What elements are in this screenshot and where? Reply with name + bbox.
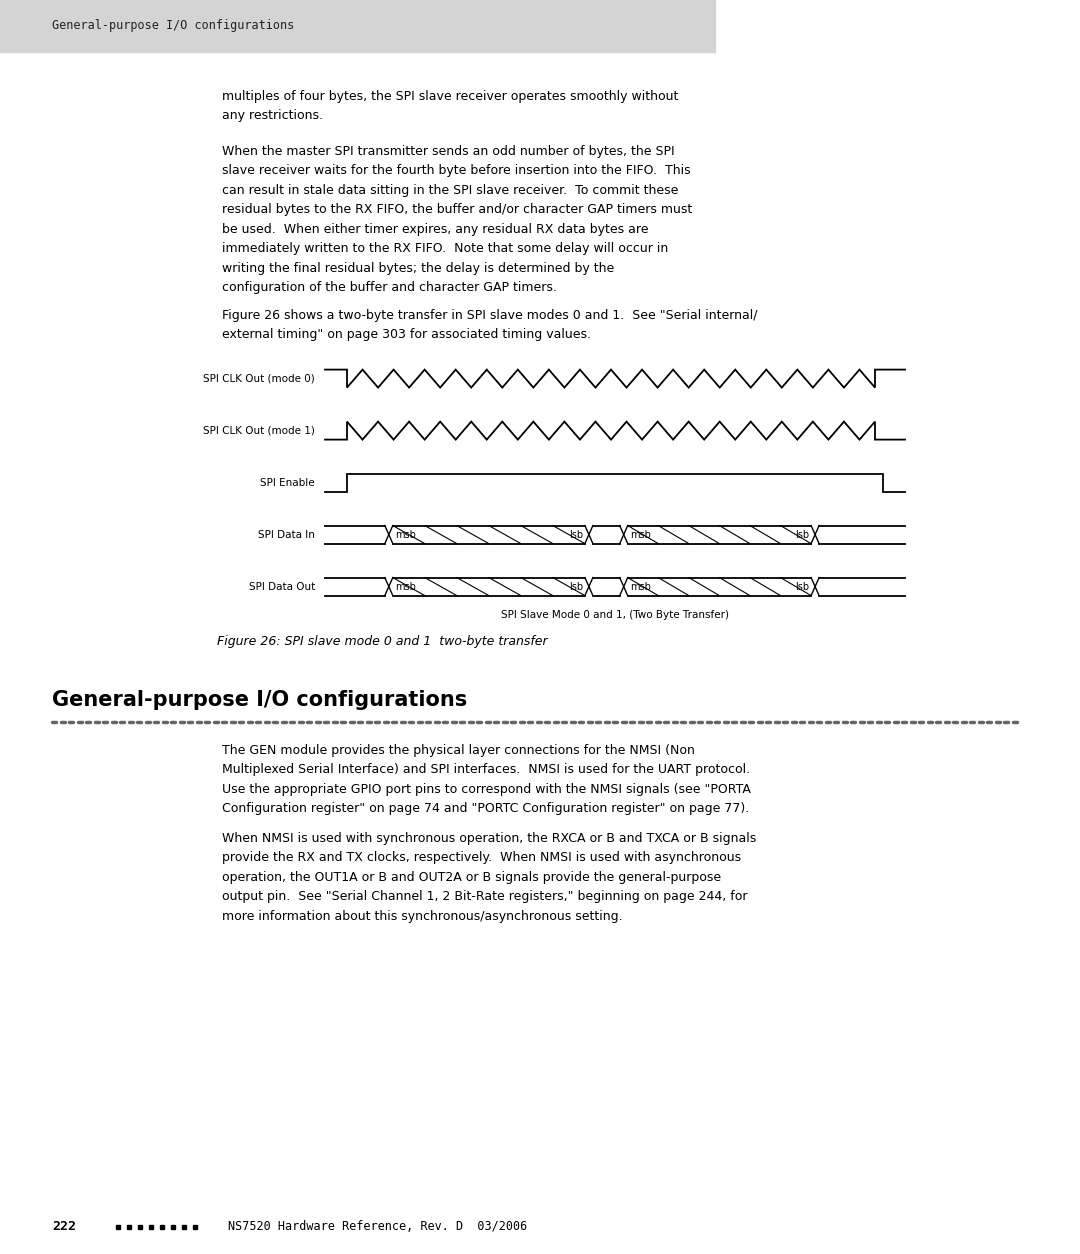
Text: provide the RX and TX clocks, respectively.  When NMSI is used with asynchronous: provide the RX and TX clocks, respective… — [222, 851, 741, 864]
Text: lsb: lsb — [795, 529, 809, 539]
Text: General-purpose I/O configurations: General-purpose I/O configurations — [52, 690, 468, 710]
Text: Use the appropriate GPIO port pins to correspond with the NMSI signals (see "POR: Use the appropriate GPIO port pins to co… — [222, 782, 751, 795]
Text: operation, the OUT1A or B and OUT2A or B signals provide the general-purpose: operation, the OUT1A or B and OUT2A or B… — [222, 870, 721, 884]
Text: SPI CLK Out (mode 0): SPI CLK Out (mode 0) — [203, 374, 315, 384]
Text: msb: msb — [395, 582, 416, 592]
Text: SPI Slave Mode 0 and 1, (Two Byte Transfer): SPI Slave Mode 0 and 1, (Two Byte Transf… — [501, 609, 729, 619]
Text: SPI Data In: SPI Data In — [258, 529, 315, 539]
Text: NS7520 Hardware Reference, Rev. D  03/2006: NS7520 Hardware Reference, Rev. D 03/200… — [228, 1220, 527, 1233]
Text: msb: msb — [630, 529, 650, 539]
Text: When the master SPI transmitter sends an odd number of bytes, the SPI: When the master SPI transmitter sends an… — [222, 144, 675, 158]
Text: output pin.  See "Serial Channel 1, 2 Bit-Rate registers," beginning on page 244: output pin. See "Serial Channel 1, 2 Bit… — [222, 890, 747, 903]
Text: SPI Data Out: SPI Data Out — [248, 582, 315, 592]
Text: any restrictions.: any restrictions. — [222, 109, 323, 123]
Text: more information about this synchronous/asynchronous setting.: more information about this synchronous/… — [222, 909, 623, 923]
Text: be used.  When either timer expires, any residual RX data bytes are: be used. When either timer expires, any … — [222, 223, 648, 236]
Text: Multiplexed Serial Interface) and SPI interfaces.  NMSI is used for the UART pro: Multiplexed Serial Interface) and SPI in… — [222, 764, 751, 776]
Text: lsb: lsb — [569, 582, 583, 592]
Text: multiples of four bytes, the SPI slave receiver operates smoothly without: multiples of four bytes, the SPI slave r… — [222, 90, 678, 103]
Text: SPI Enable: SPI Enable — [260, 478, 315, 488]
Text: Configuration register" on page 74 and "PORTC Configuration register" on page 77: Configuration register" on page 74 and "… — [222, 803, 750, 815]
Text: The GEN module provides the physical layer connections for the NMSI (Non: The GEN module provides the physical lay… — [222, 744, 694, 756]
Text: residual bytes to the RX FIFO, the buffer and/or character GAP timers must: residual bytes to the RX FIFO, the buffe… — [222, 203, 692, 216]
Text: Figure 26: SPI slave mode 0 and 1  two-byte transfer: Figure 26: SPI slave mode 0 and 1 two-by… — [217, 635, 548, 647]
Text: Figure 26 shows a two-byte transfer in SPI slave modes 0 and 1.  See "Serial int: Figure 26 shows a two-byte transfer in S… — [222, 308, 757, 321]
Text: slave receiver waits for the fourth byte before insertion into the FIFO.  This: slave receiver waits for the fourth byte… — [222, 164, 690, 177]
Text: external timing" on page 303 for associated timing values.: external timing" on page 303 for associa… — [222, 329, 591, 341]
Text: msb: msb — [630, 582, 650, 592]
Text: General-purpose I/O configurations: General-purpose I/O configurations — [52, 20, 294, 33]
Text: 222: 222 — [52, 1220, 76, 1233]
Text: msb: msb — [395, 529, 416, 539]
Bar — [0, 0, 715, 51]
Text: can result in stale data sitting in the SPI slave receiver.  To commit these: can result in stale data sitting in the … — [222, 183, 678, 197]
Text: When NMSI is used with synchronous operation, the RXCA or B and TXCA or B signal: When NMSI is used with synchronous opera… — [222, 831, 756, 845]
Text: writing the final residual bytes; the delay is determined by the: writing the final residual bytes; the de… — [222, 262, 615, 275]
Text: SPI CLK Out (mode 1): SPI CLK Out (mode 1) — [203, 425, 315, 435]
Text: configuration of the buffer and character GAP timers.: configuration of the buffer and characte… — [222, 281, 557, 295]
Text: lsb: lsb — [569, 529, 583, 539]
Text: lsb: lsb — [795, 582, 809, 592]
Text: immediately written to the RX FIFO.  Note that some delay will occur in: immediately written to the RX FIFO. Note… — [222, 242, 669, 255]
